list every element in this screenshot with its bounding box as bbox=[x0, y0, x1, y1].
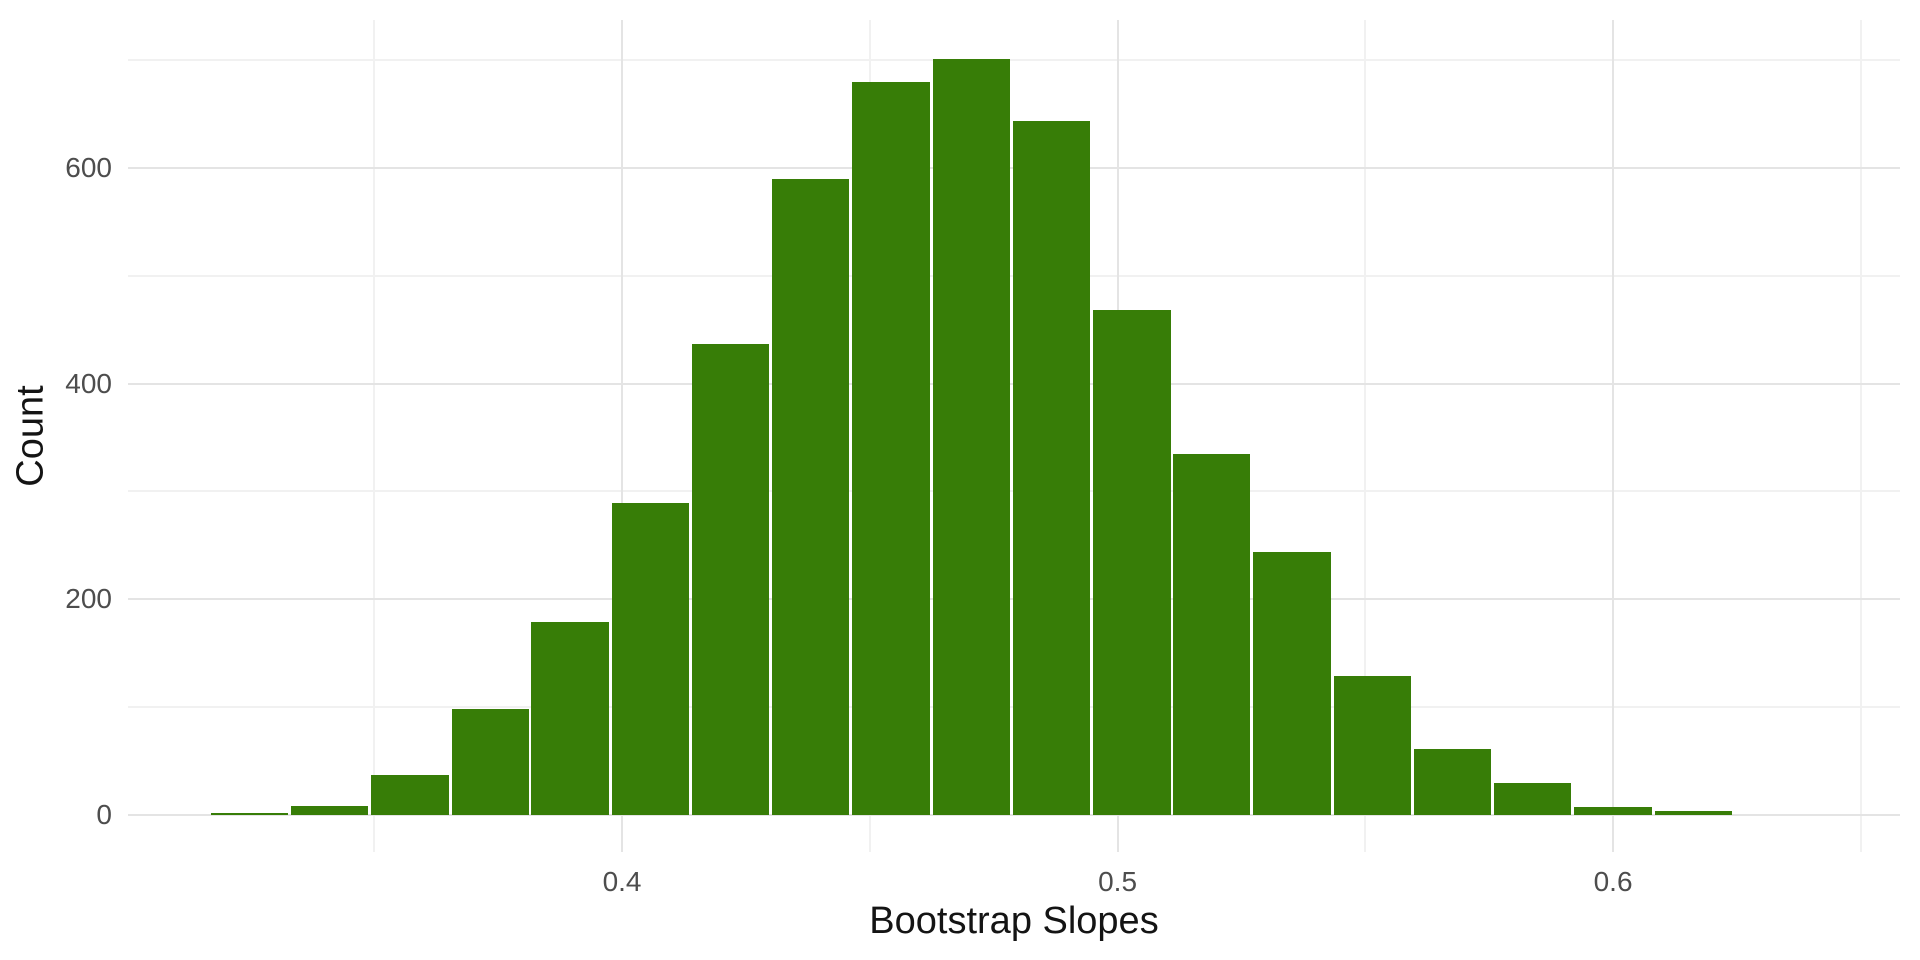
y-axis-tick-labels: 0 200 400 600 bbox=[0, 0, 112, 960]
plot-panel bbox=[128, 20, 1900, 852]
histogram-bar bbox=[451, 709, 529, 815]
y-tick-label: 400 bbox=[65, 367, 112, 399]
histogram-bar bbox=[531, 621, 609, 815]
x-major-gridline bbox=[621, 20, 624, 852]
x-axis-tick-labels: 0.4 0.5 0.6 bbox=[128, 862, 1900, 902]
histogram-bar bbox=[772, 178, 850, 815]
histogram-bar bbox=[611, 503, 689, 815]
histogram-bar bbox=[1253, 551, 1331, 815]
x-tick-label: 0.6 bbox=[1593, 866, 1633, 897]
histogram-bar bbox=[1333, 675, 1411, 815]
x-minor-gridline bbox=[1364, 20, 1367, 852]
histogram-bar bbox=[1413, 749, 1492, 815]
histogram-bar bbox=[371, 775, 449, 815]
histogram-bar bbox=[1013, 120, 1091, 815]
histogram-bar bbox=[291, 806, 369, 815]
x-axis-title: Bootstrap Slopes bbox=[869, 900, 1159, 942]
y-minor-gridline bbox=[128, 59, 1900, 62]
x-minor-gridline bbox=[373, 20, 376, 852]
histogram-bar bbox=[852, 81, 930, 815]
x-tick-label: 0.4 bbox=[602, 866, 642, 897]
histogram-bar bbox=[691, 343, 770, 815]
histogram-bar bbox=[1093, 310, 1171, 815]
histogram-bar bbox=[1173, 453, 1251, 815]
x-major-gridline bbox=[1612, 20, 1615, 852]
histogram-bar bbox=[210, 812, 288, 815]
histogram-bar bbox=[1494, 782, 1572, 815]
y-tick-label: 600 bbox=[65, 151, 112, 183]
y-tick-label: 0 bbox=[96, 799, 112, 830]
histogram-bar bbox=[1654, 810, 1732, 815]
x-tick-label: 0.5 bbox=[1098, 866, 1138, 897]
y-major-gridline bbox=[128, 814, 1900, 816]
x-minor-gridline bbox=[1859, 20, 1862, 852]
histogram-bar bbox=[1574, 807, 1652, 815]
histogram-bar bbox=[932, 59, 1010, 815]
y-tick-label: 200 bbox=[65, 583, 112, 615]
